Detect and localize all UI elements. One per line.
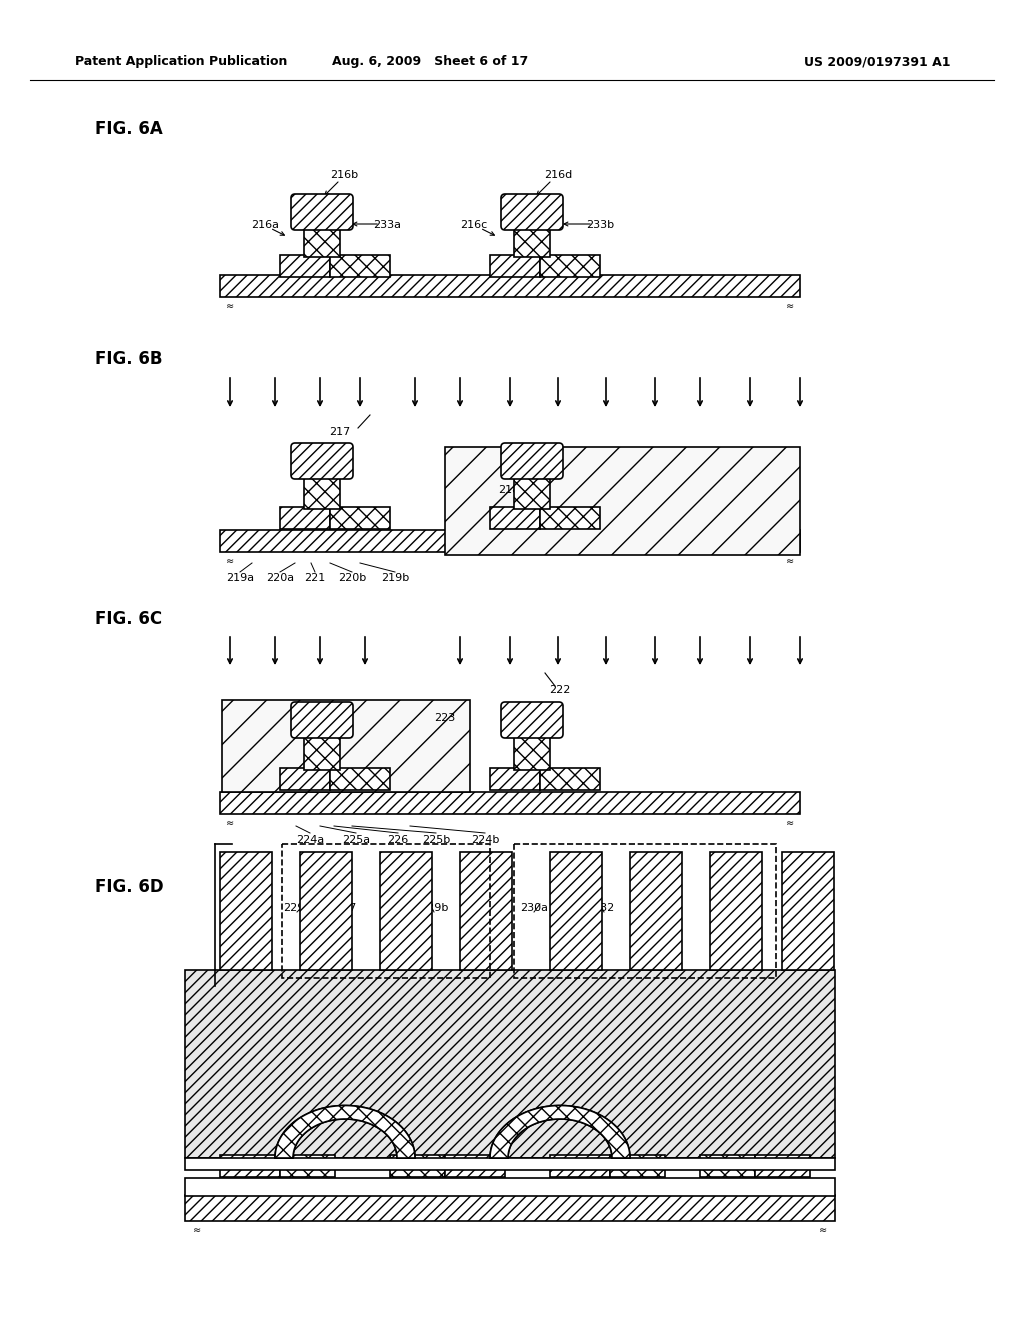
Text: ≈: ≈ <box>786 818 794 828</box>
Text: 218: 218 <box>498 484 519 495</box>
Bar <box>280 507 330 529</box>
Text: 216d: 216d <box>544 170 572 180</box>
Text: ≈: ≈ <box>226 556 234 566</box>
Text: FIG. 6D: FIG. 6D <box>95 878 164 896</box>
Bar <box>185 970 835 1158</box>
Text: ≈: ≈ <box>193 1225 201 1236</box>
Text: ≈: ≈ <box>786 301 794 312</box>
Bar <box>220 1155 280 1177</box>
Text: 233a: 233a <box>373 220 401 230</box>
Text: FIG. 6A: FIG. 6A <box>95 120 163 139</box>
Text: ≈: ≈ <box>226 301 234 312</box>
Bar <box>445 447 800 554</box>
Bar <box>514 843 776 978</box>
FancyBboxPatch shape <box>501 194 563 230</box>
Bar <box>330 768 390 789</box>
Bar <box>540 507 600 529</box>
Text: ≈: ≈ <box>226 818 234 828</box>
Bar <box>220 531 800 552</box>
Bar <box>185 1158 835 1170</box>
Bar <box>700 1155 755 1177</box>
Bar <box>755 1155 810 1177</box>
Text: FIG. 6C: FIG. 6C <box>95 610 162 628</box>
Text: 216b: 216b <box>330 170 358 180</box>
Text: 219b: 219b <box>381 573 410 583</box>
Bar <box>540 768 600 789</box>
Bar <box>220 275 800 297</box>
Bar <box>540 255 600 277</box>
Bar <box>304 735 340 770</box>
Bar <box>460 851 512 970</box>
Text: 229a: 229a <box>283 903 311 913</box>
Bar <box>185 1177 835 1196</box>
Text: 227: 227 <box>335 903 356 913</box>
Bar <box>185 1195 835 1221</box>
Bar <box>550 851 602 970</box>
Text: 230b: 230b <box>636 903 664 913</box>
Text: 225b: 225b <box>422 836 451 845</box>
Text: 216a: 216a <box>251 220 279 230</box>
FancyBboxPatch shape <box>501 444 563 479</box>
Polygon shape <box>490 1106 630 1158</box>
Text: 224b: 224b <box>471 836 499 845</box>
Text: 221: 221 <box>304 573 326 583</box>
Text: 228: 228 <box>219 908 241 917</box>
Text: 226: 226 <box>387 836 409 845</box>
Bar <box>300 851 352 970</box>
Text: ≈: ≈ <box>786 556 794 566</box>
Text: 220a: 220a <box>266 573 294 583</box>
Bar <box>490 255 540 277</box>
Bar <box>514 474 550 510</box>
Text: US 2009/0197391 A1: US 2009/0197391 A1 <box>804 55 950 69</box>
Bar <box>330 507 390 529</box>
FancyBboxPatch shape <box>501 702 563 738</box>
Polygon shape <box>490 1106 630 1158</box>
Bar <box>610 1155 665 1177</box>
Bar <box>280 768 330 789</box>
Text: ≈: ≈ <box>819 1225 827 1236</box>
Text: 217: 217 <box>330 426 350 437</box>
Text: 222: 222 <box>549 685 570 696</box>
Bar <box>280 1155 335 1177</box>
FancyBboxPatch shape <box>291 702 353 738</box>
Bar <box>445 1155 505 1177</box>
Text: 233b: 233b <box>586 220 614 230</box>
Bar <box>514 735 550 770</box>
Bar <box>330 255 390 277</box>
FancyBboxPatch shape <box>291 194 353 230</box>
Bar <box>514 224 550 257</box>
Text: 231: 231 <box>380 903 400 913</box>
Bar <box>304 474 340 510</box>
Text: FIG. 6B: FIG. 6B <box>95 350 163 368</box>
Bar <box>282 843 490 978</box>
Text: 216c: 216c <box>461 220 487 230</box>
Text: 225a: 225a <box>342 836 370 845</box>
Text: 224a: 224a <box>296 836 325 845</box>
Bar <box>390 1155 445 1177</box>
Polygon shape <box>275 1106 415 1158</box>
Bar <box>490 768 540 789</box>
Text: 223: 223 <box>434 713 456 723</box>
Text: Patent Application Publication: Patent Application Publication <box>75 55 288 69</box>
Bar <box>220 792 800 814</box>
Text: 230a: 230a <box>520 903 548 913</box>
Bar <box>220 851 272 970</box>
FancyBboxPatch shape <box>291 444 353 479</box>
Bar <box>380 851 432 970</box>
Bar <box>630 851 682 970</box>
Text: 220b: 220b <box>338 573 367 583</box>
Bar <box>490 507 540 529</box>
Bar <box>782 851 834 970</box>
Text: 232: 232 <box>593 903 614 913</box>
Text: Aug. 6, 2009   Sheet 6 of 17: Aug. 6, 2009 Sheet 6 of 17 <box>332 55 528 69</box>
Bar <box>280 255 330 277</box>
Polygon shape <box>275 1106 415 1158</box>
Bar <box>222 700 470 792</box>
Bar <box>304 224 340 257</box>
Bar <box>710 851 762 970</box>
Bar <box>550 1155 610 1177</box>
Text: 219a: 219a <box>226 573 254 583</box>
Text: 229b: 229b <box>420 903 449 913</box>
